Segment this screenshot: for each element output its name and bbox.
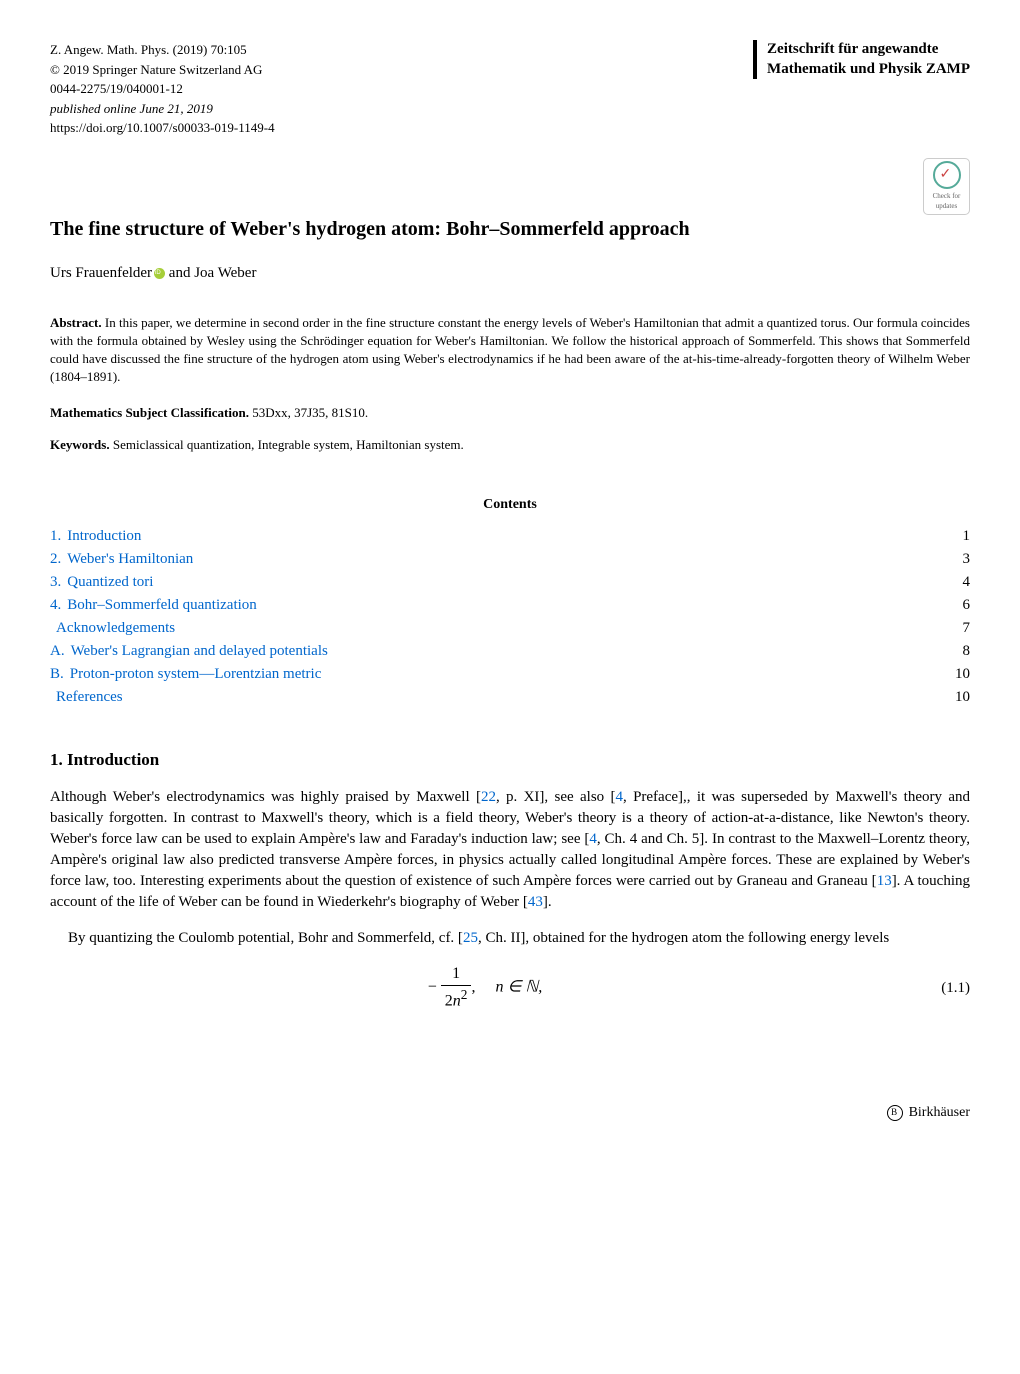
toc-num: 2.: [50, 549, 61, 570]
text-run: ].: [543, 894, 552, 910]
toc-title: Introduction: [67, 528, 141, 544]
keywords-block: Keywords. Semiclassical quantization, In…: [50, 436, 970, 454]
msc-block: Mathematics Subject Classification. 53Dx…: [50, 404, 970, 422]
equation-1-1: − 1 2n2 , n ∈ ℕ, (1.1): [50, 963, 970, 1013]
msc-label: Mathematics Subject Classification.: [50, 405, 249, 420]
journal-ref: Z. Angew. Math. Phys. (2019) 70:105: [50, 40, 275, 60]
toc-title: Acknowledgements: [56, 620, 175, 636]
minus-sign: −: [428, 979, 437, 996]
toc-entry[interactable]: Acknowledgements: [50, 618, 175, 639]
copyright-line: © 2019 Springer Nature Switzerland AG: [50, 60, 275, 80]
publisher-footer: Birkhäuser: [50, 1103, 970, 1123]
toc-row: References 10: [50, 687, 970, 708]
journal-info: Z. Angew. Math. Phys. (2019) 70:105 © 20…: [50, 40, 275, 138]
author-2: Joa Weber: [194, 265, 256, 281]
comma: ,: [471, 979, 475, 996]
issn-line: 0044-2275/19/040001-12: [50, 79, 275, 99]
citation-link[interactable]: 25: [463, 930, 478, 946]
numerator: 1: [441, 963, 472, 986]
toc-num: 1.: [50, 526, 61, 547]
text-run: By quantizing the Coulomb potential, Boh…: [68, 930, 463, 946]
citation-link[interactable]: 13: [877, 873, 892, 889]
fraction: 1 2n2: [441, 963, 472, 1013]
toc-page: 4: [963, 572, 971, 593]
toc-num: B.: [50, 664, 64, 685]
toc-row: A. Weber's Lagrangian and delayed potenti…: [50, 641, 970, 662]
toc-page: 7: [963, 618, 971, 639]
doi-link[interactable]: https://doi.org/10.1007/s00033-019-1149-…: [50, 118, 275, 138]
toc-page: 1: [963, 526, 971, 547]
toc-page: 10: [955, 664, 970, 685]
toc-title: Weber's Lagrangian and delayed potential…: [71, 643, 328, 659]
toc-entry[interactable]: 2. Weber's Hamiltonian: [50, 549, 193, 570]
citation-link[interactable]: 43: [528, 894, 543, 910]
toc-row: 4. Bohr–Sommerfeld quantization 6: [50, 595, 970, 616]
text-run: Although Weber's electrodynamics was hig…: [50, 789, 481, 805]
citation-link[interactable]: 4: [615, 789, 623, 805]
publisher-name: Birkhäuser: [909, 1105, 970, 1120]
denominator: 2n2: [441, 986, 472, 1013]
keywords-text: Semiclassical quantization, Integrable s…: [110, 437, 464, 452]
toc-num: 3.: [50, 572, 61, 593]
toc-page: 6: [963, 595, 971, 616]
paper-title: The fine structure of Weber's hydrogen a…: [50, 215, 970, 243]
keywords-label: Keywords.: [50, 437, 110, 452]
toc-row: 1. Introduction 1: [50, 526, 970, 547]
section-1-heading: 1. Introduction: [50, 748, 970, 772]
msc-text: 53Dxx, 37J35, 81S10.: [249, 405, 368, 420]
toc-row: 3. Quantized tori 4: [50, 572, 970, 593]
toc-title: Bohr–Sommerfeld quantization: [67, 597, 257, 613]
equation-content: − 1 2n2 , n ∈ ℕ,: [50, 963, 920, 1013]
toc-row: 2. Weber's Hamiltonian 3: [50, 549, 970, 570]
journal-box-line2: Mathematik und Physik ZAMP: [767, 60, 970, 80]
abstract-text: In this paper, we determine in second or…: [50, 315, 970, 385]
toc-row: Acknowledgements 7: [50, 618, 970, 639]
toc-entry[interactable]: 4. Bohr–Sommerfeld quantization: [50, 595, 257, 616]
toc-title: Proton-proton system—Lorentzian metric: [70, 666, 322, 682]
toc-title: Weber's Hamiltonian: [67, 551, 193, 567]
orcid-icon[interactable]: [154, 268, 165, 279]
equation-number: (1.1): [920, 978, 970, 999]
author-1: Urs Frauenfelder: [50, 265, 152, 281]
abstract-label: Abstract.: [50, 315, 102, 330]
crossmark-icon: [933, 161, 961, 189]
toc-num: 4.: [50, 595, 61, 616]
toc-entry[interactable]: B. Proton-proton system—Lorentzian metric: [50, 664, 321, 685]
citation-link[interactable]: 22: [481, 789, 496, 805]
toc-entry[interactable]: 1. Introduction: [50, 526, 141, 547]
text-run: , p. XI], see also [: [496, 789, 616, 805]
table-of-contents: 1. Introduction 1 2. Weber's Hamiltonian 3…: [50, 526, 970, 708]
toc-page: 3: [963, 549, 971, 570]
author-conjunction: and: [165, 265, 194, 281]
citation-link[interactable]: 4: [589, 831, 597, 847]
toc-entry[interactable]: 3. Quantized tori: [50, 572, 153, 593]
toc-page: 8: [963, 641, 971, 662]
crossmark-badge[interactable]: Check for updates: [923, 158, 970, 215]
birkhauser-logo-icon: [887, 1105, 903, 1121]
toc-entry[interactable]: References: [50, 687, 123, 708]
n-in-N: n ∈ ℕ,: [495, 979, 542, 996]
text-run: , Ch. II], obtained for the hydrogen ato…: [478, 930, 889, 946]
toc-title: Quantized tori: [67, 574, 153, 590]
journal-title-box: Zeitschrift für angewandte Mathematik un…: [753, 40, 970, 79]
journal-box-line1: Zeitschrift für angewandte: [767, 40, 970, 60]
authors-line: Urs Frauenfelder and Joa Weber: [50, 263, 970, 284]
crossmark-text: Check for updates: [924, 192, 969, 212]
intro-paragraph-2: By quantizing the Coulomb potential, Boh…: [50, 928, 970, 949]
toc-entry[interactable]: A. Weber's Lagrangian and delayed potenti…: [50, 641, 328, 662]
abstract-block: Abstract. In this paper, we determine in…: [50, 314, 970, 387]
toc-title: References: [56, 689, 123, 705]
contents-heading: Contents: [50, 495, 970, 515]
intro-paragraph-1: Although Weber's electrodynamics was hig…: [50, 787, 970, 913]
toc-num: A.: [50, 641, 65, 662]
header-row: Z. Angew. Math. Phys. (2019) 70:105 © 20…: [50, 40, 970, 138]
toc-page: 10: [955, 687, 970, 708]
toc-row: B. Proton-proton system—Lorentzian metric…: [50, 664, 970, 685]
published-online: published online June 21, 2019: [50, 99, 275, 119]
